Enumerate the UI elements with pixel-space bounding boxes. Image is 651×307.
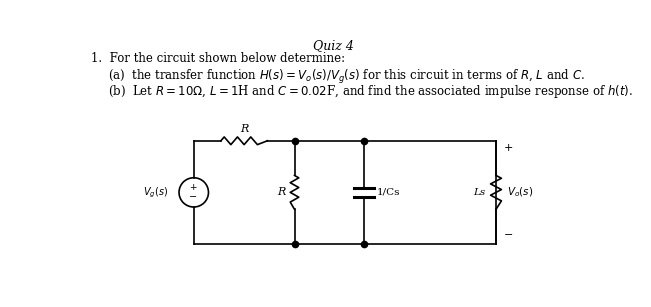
Text: −: −	[504, 230, 513, 240]
Text: R: R	[240, 124, 248, 134]
Text: R: R	[277, 187, 285, 197]
Text: (b)  Let $R = 10\Omega$, $L = 1$H and $C = 0.02$F, and find the associated impul: (b) Let $R = 10\Omega$, $L = 1$H and $C …	[109, 83, 633, 100]
Text: $V_o(s)$: $V_o(s)$	[507, 185, 533, 199]
Text: Ls: Ls	[473, 188, 485, 197]
Text: 1/Cs: 1/Cs	[377, 188, 400, 197]
Text: +: +	[189, 183, 197, 192]
Text: −: −	[189, 193, 197, 202]
Text: Quiz 4: Quiz 4	[313, 39, 354, 52]
Text: 1.  For the circuit shown below determine:: 1. For the circuit shown below determine…	[90, 52, 345, 65]
Text: +: +	[504, 143, 513, 154]
Text: (a)  the transfer function $H(s) = V_o(s)/V_g(s)$ for this circuit in terms of $: (a) the transfer function $H(s) = V_o(s)…	[109, 68, 585, 86]
Text: $V_g(s)$: $V_g(s)$	[143, 185, 168, 200]
